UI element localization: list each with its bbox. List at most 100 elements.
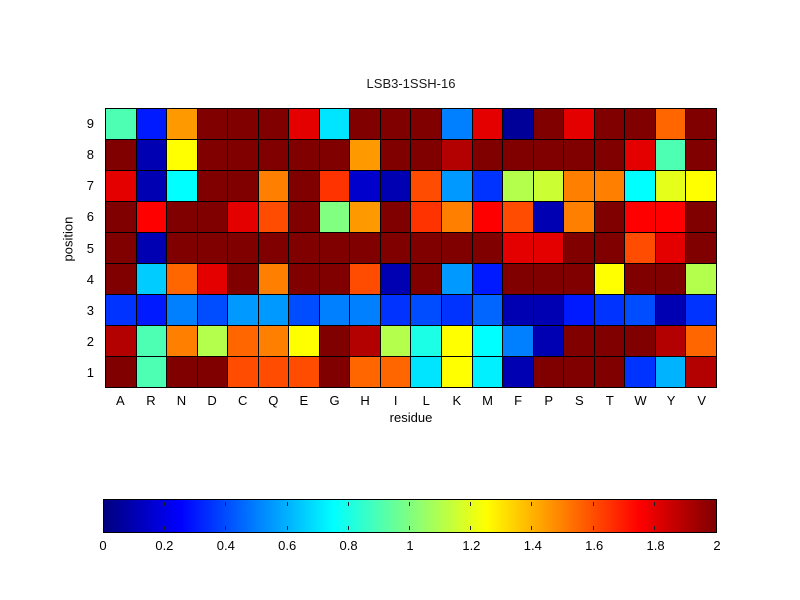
heatmap-cell: [442, 233, 472, 263]
heatmap-cell: [686, 202, 716, 232]
heatmap-cell: [319, 140, 350, 170]
heatmap-cell: [289, 171, 319, 201]
heatmap-cell: [503, 295, 533, 325]
colorbar-tick-label: 0: [99, 538, 107, 553]
colorbar-tick-mark: [286, 502, 288, 506]
heatmap-cell: [594, 264, 625, 294]
heatmap-cell: [350, 109, 380, 139]
heatmap-cell: [655, 233, 686, 263]
colorbar-tick-mark: [592, 502, 594, 506]
heatmap-cell: [503, 202, 533, 232]
heatmap-cell: [472, 264, 503, 294]
colorbar-tick-mark: [409, 502, 410, 506]
heatmap-cell: [350, 295, 380, 325]
colorbar-tick-mark: [592, 526, 594, 530]
heatmap-cell: [655, 171, 686, 201]
heatmap-cell: [350, 140, 380, 170]
heatmap-cell: [411, 326, 442, 356]
heatmap-cell: [350, 171, 380, 201]
heatmap-cell: [655, 326, 686, 356]
x-tick-label: M: [482, 393, 493, 408]
heatmap-cell: [380, 326, 411, 356]
heatmap-cell: [167, 264, 197, 294]
heatmap-cell: [197, 202, 228, 232]
heatmap-cell: [533, 295, 564, 325]
heatmap-cell: [503, 140, 533, 170]
y-tick-label: 1: [86, 364, 94, 380]
heatmap-cell: [167, 109, 197, 139]
heatmap-cell: [686, 171, 716, 201]
heatmap-cell: [594, 202, 625, 232]
heatmap-cell: [594, 140, 625, 170]
heatmap-cell: [625, 171, 655, 201]
heatmap-cell: [258, 202, 289, 232]
heatmap-cell: [686, 140, 716, 170]
x-tick-label: D: [207, 393, 217, 408]
heatmap-grid: [105, 108, 717, 388]
colorbar-tick-mark: [470, 526, 472, 530]
colorbar-tick-mark: [347, 502, 349, 506]
heatmap-cell: [350, 202, 380, 232]
colorbar-tick-label: 0.2: [155, 538, 174, 553]
heatmap-cell: [289, 233, 319, 263]
colorbar-tick-mark: [653, 502, 655, 506]
heatmap-cell: [472, 326, 503, 356]
heatmap-cell: [380, 357, 411, 387]
heatmap-cell: [167, 233, 197, 263]
heatmap-cell: [442, 295, 472, 325]
heatmap-cell: [411, 233, 442, 263]
heatmap-cell: [136, 357, 167, 387]
y-tick-label: 8: [86, 147, 94, 163]
heatmap-cell: [533, 326, 564, 356]
heatmap-cell: [564, 357, 594, 387]
heatmap-cell: [197, 140, 228, 170]
heatmap-cell: [197, 295, 228, 325]
colorbar-tick-label: 2: [713, 538, 721, 553]
heatmap-cell: [625, 357, 655, 387]
heatmap-cell: [686, 357, 716, 387]
heatmap-cell: [503, 326, 533, 356]
y-tick-label: 3: [86, 302, 94, 318]
heatmap-cell: [564, 233, 594, 263]
heatmap-cell: [625, 326, 655, 356]
heatmap-cell: [472, 357, 503, 387]
colorbar-tick-mark: [653, 526, 655, 530]
heatmap-cell: [228, 233, 258, 263]
heatmap-cell: [197, 109, 228, 139]
heatmap-cell: [533, 140, 564, 170]
colorbar-tick-mark: [531, 526, 533, 530]
heatmap-cell: [197, 326, 228, 356]
heatmap-cell: [442, 140, 472, 170]
colorbar-gradient: [103, 499, 717, 533]
heatmap-cell: [655, 295, 686, 325]
heatmap-cell: [594, 233, 625, 263]
heatmap-cell: [106, 295, 136, 325]
heatmap-cell: [167, 202, 197, 232]
heatmap-cell: [411, 171, 442, 201]
heatmap-cell: [350, 357, 380, 387]
heatmap-cell: [228, 326, 258, 356]
x-tick-label: R: [146, 393, 156, 408]
heatmap-cell: [380, 295, 411, 325]
heatmap-cell: [197, 171, 228, 201]
heatmap-cell: [625, 295, 655, 325]
heatmap-cell: [625, 109, 655, 139]
heatmap-cell: [258, 357, 289, 387]
x-tick-label: H: [360, 393, 370, 408]
heatmap-cell: [350, 326, 380, 356]
heatmap-cell: [625, 140, 655, 170]
heatmap-cell: [167, 326, 197, 356]
heatmap-cell: [411, 109, 442, 139]
heatmap-cell: [594, 357, 625, 387]
colorbar-tick-labels: 0 0.2 0.4 0.6 0.8 1 1.2 1.4 1.6 1.8 2: [99, 538, 720, 554]
heatmap-cell: [228, 140, 258, 170]
heatmap-cell: [442, 202, 472, 232]
heatmap-cell: [594, 326, 625, 356]
heatmap-cell: [564, 140, 594, 170]
heatmap-cell: [442, 326, 472, 356]
heatmap-cell: [258, 295, 289, 325]
heatmap-cell: [197, 233, 228, 263]
heatmap-cell: [503, 264, 533, 294]
colorbar-tick-label: 1.4: [523, 538, 542, 553]
